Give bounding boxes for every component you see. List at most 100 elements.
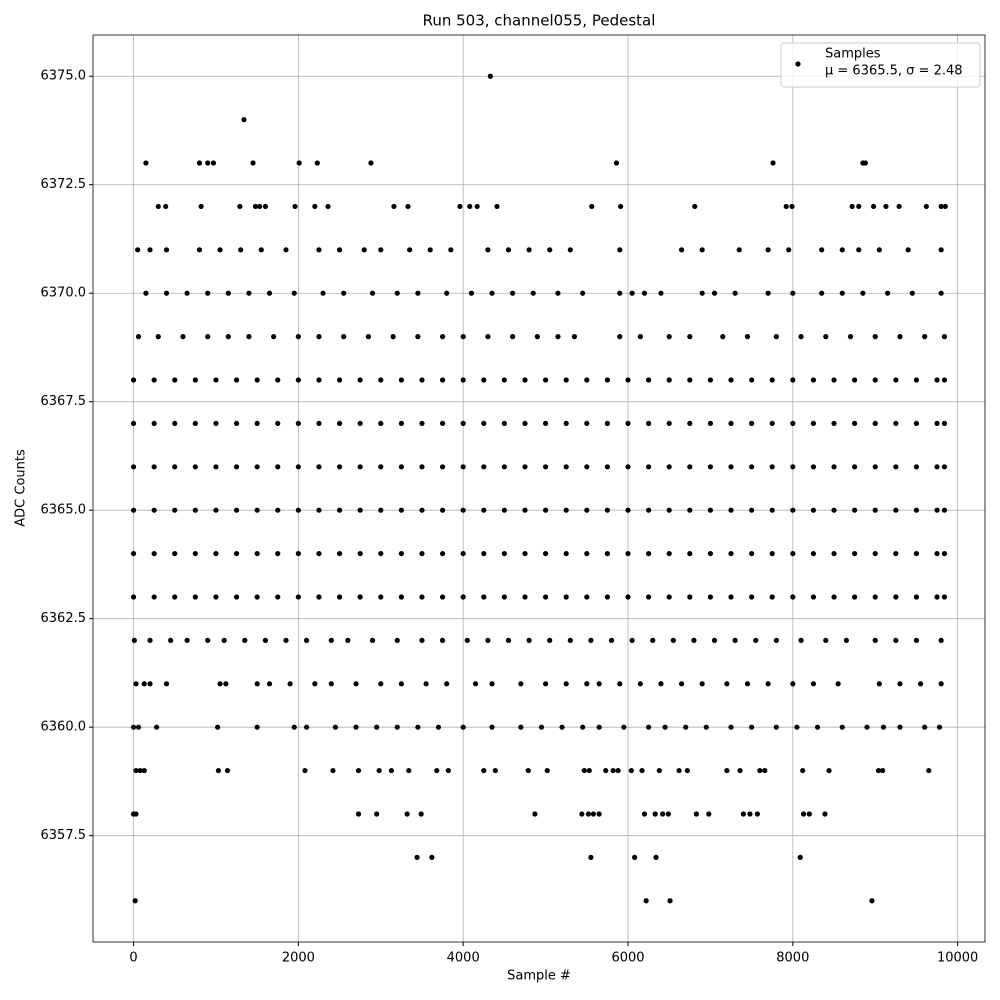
data-point xyxy=(790,377,796,383)
data-point xyxy=(133,681,139,687)
data-point xyxy=(652,811,658,817)
data-point xyxy=(336,594,343,600)
data-point xyxy=(934,594,940,600)
data-point xyxy=(728,594,734,600)
data-point xyxy=(237,203,243,210)
data-point xyxy=(398,420,404,427)
data-point xyxy=(374,811,380,817)
data-point xyxy=(563,507,569,513)
data-point xyxy=(369,637,376,643)
data-point xyxy=(481,464,487,470)
data-point xyxy=(435,724,442,730)
data-point xyxy=(215,767,222,774)
data-point xyxy=(427,247,433,253)
data-point xyxy=(893,594,899,600)
data-point xyxy=(246,290,252,296)
data-point xyxy=(707,420,714,427)
data-point xyxy=(563,550,569,557)
data-point xyxy=(658,290,664,296)
data-point xyxy=(621,724,627,730)
data-point xyxy=(316,247,322,253)
data-point xyxy=(555,290,561,296)
data-point xyxy=(584,377,590,383)
data-point xyxy=(457,203,463,210)
data-point xyxy=(666,377,672,383)
data-point xyxy=(312,203,318,210)
data-point xyxy=(460,334,466,340)
data-point xyxy=(332,724,339,730)
data-point xyxy=(625,594,631,600)
data-point xyxy=(530,290,536,296)
data-point xyxy=(238,247,244,253)
data-point xyxy=(913,464,920,470)
data-point xyxy=(656,767,662,774)
data-point xyxy=(213,507,219,513)
data-point xyxy=(295,594,301,600)
data-point xyxy=(856,247,862,253)
data-point xyxy=(398,464,404,470)
data-point xyxy=(312,681,318,687)
data-point xyxy=(897,724,903,730)
data-point xyxy=(567,247,573,253)
data-point xyxy=(926,767,932,774)
data-point xyxy=(213,594,219,600)
data-point xyxy=(151,377,157,383)
data-point xyxy=(538,724,545,730)
data-point xyxy=(258,247,264,253)
data-point xyxy=(941,464,948,470)
data-point xyxy=(252,203,259,210)
data-point xyxy=(464,637,470,643)
data-point xyxy=(603,767,609,774)
data-point xyxy=(617,334,623,340)
data-point xyxy=(378,420,384,427)
data-point xyxy=(168,637,174,643)
data-point xyxy=(141,767,147,774)
data-point xyxy=(875,767,882,774)
data-point xyxy=(790,594,796,600)
data-point xyxy=(728,420,734,427)
data-point xyxy=(707,507,714,513)
data-point xyxy=(765,681,771,687)
data-point xyxy=(254,507,260,513)
data-point xyxy=(905,247,911,253)
data-point xyxy=(941,334,948,340)
data-point xyxy=(460,550,466,557)
data-point xyxy=(608,637,615,643)
data-point xyxy=(368,160,374,166)
data-point xyxy=(489,681,495,687)
data-point xyxy=(860,290,866,296)
data-point xyxy=(481,767,487,774)
y-tick-label: 6365.0 xyxy=(41,503,87,518)
data-point xyxy=(505,247,512,253)
data-point xyxy=(398,594,404,600)
data-point xyxy=(336,464,343,470)
data-point xyxy=(254,550,260,557)
data-point xyxy=(163,290,170,296)
data-point xyxy=(872,550,878,557)
data-point xyxy=(800,767,806,774)
data-point xyxy=(687,420,693,427)
data-point xyxy=(790,290,796,296)
data-point xyxy=(467,203,473,210)
data-point xyxy=(684,767,690,774)
data-point xyxy=(629,290,635,296)
data-point xyxy=(547,247,553,253)
data-point xyxy=(563,464,569,470)
data-point xyxy=(872,464,878,470)
data-point xyxy=(394,724,400,730)
data-point xyxy=(790,464,796,470)
y-tick-label: 6375.0 xyxy=(41,69,87,84)
data-point xyxy=(584,681,590,687)
data-point xyxy=(205,334,211,340)
data-point xyxy=(806,811,812,817)
data-point xyxy=(728,724,734,730)
data-point xyxy=(262,203,269,210)
data-point xyxy=(934,550,940,557)
data-point xyxy=(711,290,718,296)
data-point xyxy=(542,420,549,427)
data-point xyxy=(398,681,404,687)
data-point xyxy=(510,290,516,296)
data-point xyxy=(765,247,771,253)
data-point xyxy=(151,594,157,600)
data-point xyxy=(233,464,240,470)
